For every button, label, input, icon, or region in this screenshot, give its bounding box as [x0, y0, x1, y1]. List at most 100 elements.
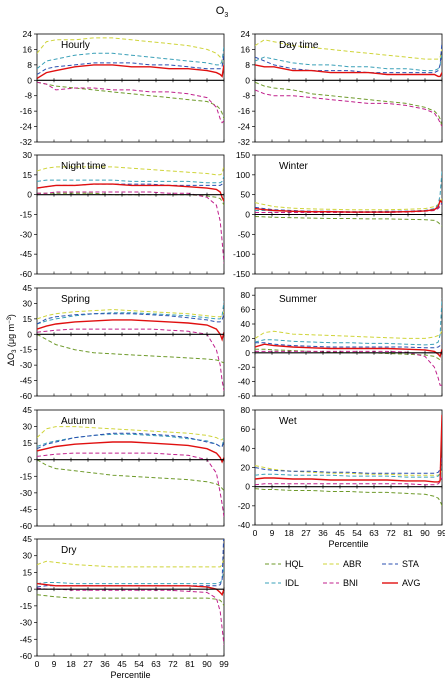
series-group: [255, 39, 442, 127]
x-tick-label: 0: [35, 659, 40, 669]
y-tick-label: 30: [23, 551, 33, 561]
y-tick-label: 0: [245, 75, 250, 85]
series-group: [37, 37, 224, 124]
y-tick-label: 8: [27, 60, 32, 70]
panel-summer: -60 -40 -20 0 20 40 60 80 Summer: [238, 287, 443, 401]
panel-winter: -150 -100 -50 0 50 100 150 Winter: [233, 150, 443, 279]
y-tick-label: -40: [238, 377, 251, 387]
panel-label: Night time: [61, 161, 106, 172]
panel-frame: [36, 154, 225, 275]
series-line-bni: [255, 476, 442, 486]
x-tick-label: 63: [369, 528, 379, 538]
x-tick-label: 9: [52, 659, 57, 669]
legend: HQL ABR STA IDL BNI AVG: [265, 559, 420, 588]
series-line-idl: [255, 53, 442, 72]
y-tick-label: -20: [238, 501, 251, 511]
y-tick-label: 60: [241, 424, 251, 434]
y-tick-label: 16: [241, 44, 251, 54]
y-tick-label: 15: [23, 438, 33, 448]
x-tick-label: 45: [335, 528, 345, 538]
figure-title: O3: [216, 5, 229, 19]
y-axis-label-superscript: −3: [7, 316, 13, 324]
x-tick-label: 54: [352, 528, 362, 538]
y-tick-label: 0: [245, 482, 250, 492]
series-line-bni: [37, 452, 224, 518]
y-tick-label: -45: [20, 249, 33, 259]
y-tick-label: -15: [20, 210, 33, 220]
series-line-avg: [37, 64, 224, 79]
legend-label: HQL: [285, 559, 304, 569]
x-tick-label: 18: [284, 528, 294, 538]
panel-label: Day time: [279, 40, 319, 51]
y-tick-label: -16: [238, 106, 251, 116]
y-tick-label: 60: [241, 305, 251, 315]
x-tick-label: 99: [437, 528, 445, 538]
panel-day-time: -32 -24 -16 -8 0 8 16 24 Day time: [238, 29, 443, 147]
series-group: [37, 301, 224, 391]
series-line-sta: [37, 53, 224, 75]
panel-label: Dry: [61, 545, 77, 556]
y-tick-label: -50: [238, 229, 251, 239]
series-group: [255, 414, 442, 506]
y-tick-label: 20: [241, 333, 251, 343]
series-line-idl: [255, 298, 442, 346]
panel-hourly: -32 -24 -16 -8 0 8 16 24 Hourly: [20, 29, 225, 147]
series-line-avg: [255, 64, 442, 78]
y-axis-label: ΔO3 (μg m−3): [6, 314, 18, 366]
series-line-bni: [255, 89, 442, 127]
y-tick-label: -100: [233, 249, 250, 259]
legend-item-avg: AVG: [382, 578, 420, 588]
series-line-abr: [37, 557, 224, 568]
y-tick-label: -24: [20, 122, 33, 132]
y-tick-label: 0: [245, 210, 250, 220]
y-tick-label: 30: [23, 298, 33, 308]
legend-item-abr: ABR: [323, 559, 362, 569]
series-line-idl: [37, 45, 224, 70]
legend-item-sta: STA: [382, 559, 419, 569]
series-line-avg: [37, 582, 224, 597]
series-group: [37, 426, 224, 518]
series-line-sta: [255, 342, 442, 349]
panel-spring: -60 -45 -30 -15 0 15 30 45 Spring: [20, 283, 225, 401]
y-tick-label: -20: [238, 362, 251, 372]
x-tick-labels-wet: 0 9 18 27 36 45 54 63 72 81 90 99 Percentile: [253, 528, 445, 549]
panel-label: Autumn: [61, 416, 95, 427]
y-tick-label: 50: [241, 190, 251, 200]
y-tick-label: 40: [241, 319, 251, 329]
y-tick-label: -32: [238, 137, 251, 147]
y-tick-label: -60: [20, 521, 33, 531]
series-line-abr: [37, 165, 224, 176]
series-line-abr: [255, 39, 442, 60]
x-tick-labels-dry: 0 9 18 27 36 45 54 63 72 81 90 99 Percentile: [35, 659, 229, 680]
series-line-bni: [37, 191, 224, 264]
y-tick-label: 0: [27, 584, 32, 594]
panel-label: Summer: [279, 294, 317, 305]
y-tick-label: -60: [20, 269, 33, 279]
y-tick-label: -8: [24, 91, 32, 101]
series-line-bni: [37, 81, 224, 124]
legend-label: ABR: [343, 559, 362, 569]
y-tick-label: 20: [241, 463, 251, 473]
x-axis-title: Percentile: [328, 539, 368, 549]
figure-title-main: O: [216, 5, 225, 17]
y-tick-label: -8: [242, 91, 250, 101]
x-tick-label: 81: [185, 659, 195, 669]
y-tick-label: 15: [23, 170, 33, 180]
series-line-sta: [37, 432, 224, 450]
y-tick-label: -32: [20, 137, 33, 147]
y-tick-label: -15: [20, 601, 33, 611]
y-axis-label-main: ΔO: [6, 353, 16, 366]
panel-frame: [36, 287, 225, 397]
y-tick-label: 40: [241, 443, 251, 453]
y-tick-label: -45: [20, 504, 33, 514]
legend-item-hql: HQL: [265, 559, 304, 569]
y-tick-label: 45: [23, 283, 33, 293]
y-tick-label: -15: [20, 345, 33, 355]
y-tick-label: -60: [20, 651, 33, 661]
series-line-sta: [37, 181, 224, 189]
series-group: [37, 165, 224, 264]
x-axis-title: Percentile: [110, 670, 150, 680]
y-tick-label: -60: [238, 391, 251, 401]
series-line-sta: [255, 41, 442, 74]
